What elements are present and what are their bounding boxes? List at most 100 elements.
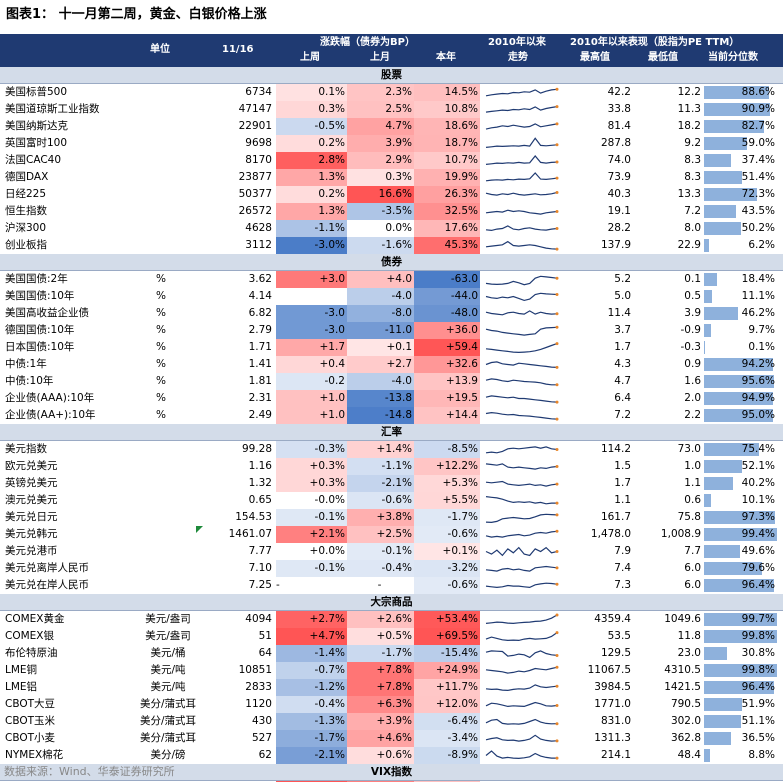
row-name: NYMEX棉花 bbox=[5, 749, 64, 761]
row-name: 日本国债:10年 bbox=[5, 341, 75, 353]
row-name: 企业债(AAA):10年 bbox=[5, 392, 95, 404]
sparkline-last-point bbox=[555, 482, 559, 486]
sparkline-last-point bbox=[555, 191, 559, 195]
trend-sparkline bbox=[482, 339, 561, 356]
section-header: 债券 bbox=[0, 254, 783, 271]
change-last-week: 2.8% bbox=[276, 152, 347, 169]
low-value: 13.3 bbox=[677, 188, 701, 200]
row-value: 3.62 bbox=[248, 273, 272, 285]
row-name: COMEX黄金 bbox=[5, 613, 65, 625]
row-value: 1461.07 bbox=[196, 526, 274, 543]
change-last-month: - bbox=[377, 579, 382, 591]
percentile-bar bbox=[704, 749, 711, 762]
row-name: 美国纳斯达克 bbox=[5, 120, 68, 132]
change-ytd: 45.3% bbox=[414, 237, 480, 254]
sparkline-last-point bbox=[555, 613, 559, 617]
change-ytd: 26.3% bbox=[414, 186, 480, 203]
change-last-week: -0.3% bbox=[276, 441, 347, 458]
change-ytd: +12.0% bbox=[414, 696, 480, 713]
change-last-month: +4.0 bbox=[347, 271, 414, 288]
header-date: 11/16 bbox=[222, 44, 254, 55]
row-value: 99.28 bbox=[241, 443, 272, 455]
high-value: 1,478.0 bbox=[590, 528, 631, 540]
percentile-value: 43.5% bbox=[741, 205, 775, 217]
change-ytd: -48.0 bbox=[414, 305, 480, 322]
percentile-bar bbox=[704, 460, 742, 473]
percentile-bar bbox=[704, 358, 773, 371]
section-header: 大宗商品 bbox=[0, 594, 783, 611]
change-last-week bbox=[276, 288, 347, 305]
row-name: 美元指数 bbox=[5, 443, 47, 455]
row-name: 英国富时100 bbox=[5, 137, 68, 149]
section-header: VIX指数 bbox=[0, 764, 783, 781]
percentile-bar bbox=[704, 732, 731, 745]
percentile-bar bbox=[704, 409, 774, 422]
sparkline-path bbox=[485, 240, 558, 250]
change-ytd: 17.6% bbox=[414, 220, 480, 237]
change-last-month: -4.0 bbox=[347, 373, 414, 390]
sparkline-path bbox=[485, 378, 557, 386]
high-value: 4359.4 bbox=[594, 613, 631, 625]
percentile-cell: 11.1% bbox=[704, 288, 777, 305]
row-name: COMEX银 bbox=[5, 630, 54, 642]
low-value: 362.8 bbox=[670, 732, 701, 744]
percentile-value: 18.4% bbox=[741, 273, 775, 285]
change-last-month: +6.3% bbox=[347, 696, 414, 713]
high-value: 1.7 bbox=[614, 477, 631, 489]
sparkline-last-point bbox=[555, 293, 559, 297]
sparkline-last-point bbox=[555, 448, 559, 451]
percentile-cell: 52.1% bbox=[704, 458, 777, 475]
row-value: 430 bbox=[251, 715, 272, 727]
percentile-bar bbox=[704, 443, 759, 456]
change-last-month: -4.0 bbox=[347, 288, 414, 305]
percentile-bar bbox=[704, 613, 777, 626]
sparkline-last-point bbox=[555, 417, 559, 421]
change-ytd: +59.4 bbox=[414, 339, 480, 356]
figure-title: 图表1： 十一月第二周，黄金、白银价格上涨 bbox=[6, 7, 267, 22]
sparkline-path bbox=[485, 123, 558, 130]
percentile-value: 99.8% bbox=[741, 630, 775, 642]
trend-sparkline bbox=[482, 271, 561, 288]
sparkline-path bbox=[485, 701, 558, 708]
change-ytd: +14.4 bbox=[414, 407, 480, 424]
sparkline-last-point bbox=[555, 400, 559, 404]
change-last-month: +0.5% bbox=[347, 628, 414, 645]
high-value: 5.2 bbox=[614, 273, 631, 285]
sparkline-path bbox=[485, 650, 558, 659]
trend-sparkline bbox=[482, 84, 561, 101]
change-ytd: +36.0 bbox=[414, 322, 480, 339]
change-last-month: +2.5% bbox=[347, 526, 414, 543]
low-value: 0.1 bbox=[684, 273, 701, 285]
change-last-month: +3.9% bbox=[347, 713, 414, 730]
table-row: 美国标普500 6734 0.1% 2.3% 14.5% 42.2 12.2 88.6% bbox=[0, 84, 783, 101]
row-name: 德国DAX bbox=[5, 171, 49, 183]
change-last-month: 0.3% bbox=[347, 169, 414, 186]
header-ytd: 本年 bbox=[436, 52, 456, 63]
comment-marker bbox=[196, 526, 203, 533]
percentile-bar bbox=[704, 579, 775, 592]
sparkline-path bbox=[485, 614, 558, 625]
percentile-cell: 46.2% bbox=[704, 305, 777, 322]
row-name: 英镑兑美元 bbox=[5, 477, 58, 489]
section-header: 汇率 bbox=[0, 424, 783, 441]
percentile-value: 99.7% bbox=[741, 613, 775, 625]
change-last-week: -0.5% bbox=[276, 118, 347, 135]
change-ytd: +5.3% bbox=[414, 475, 480, 492]
sparkline-path bbox=[485, 172, 558, 182]
table-row: NYMEX棉花 美分/磅 62 -2.1% +0.6% -8.9% 214.1 48.4 8.8… bbox=[0, 747, 783, 764]
percentile-bar bbox=[704, 681, 775, 694]
percentile-cell: 0.1% bbox=[704, 339, 777, 356]
table-row: 美元兑在岸人民币 7.25- - -0.6% 7.3 6.0 96.4% bbox=[0, 577, 783, 594]
percentile-value: 8.8% bbox=[748, 749, 775, 761]
sparkline-last-point bbox=[555, 365, 559, 369]
percentile-value: 72.3% bbox=[741, 188, 775, 200]
table-row: 创业板指 3112 -3.0% -1.6% 45.3% 137.9 22.9 6.2% bbox=[0, 237, 783, 254]
high-value: 11.4 bbox=[607, 307, 631, 319]
change-last-week: 0.1% bbox=[276, 84, 347, 101]
change-last-month: +2.7 bbox=[347, 356, 414, 373]
high-value: 6.4 bbox=[614, 392, 631, 404]
sparkline-last-point bbox=[555, 513, 559, 517]
change-last-month: -1.6% bbox=[347, 237, 414, 254]
row-name: CBOT小麦 bbox=[5, 732, 56, 744]
trend-sparkline bbox=[482, 203, 561, 220]
